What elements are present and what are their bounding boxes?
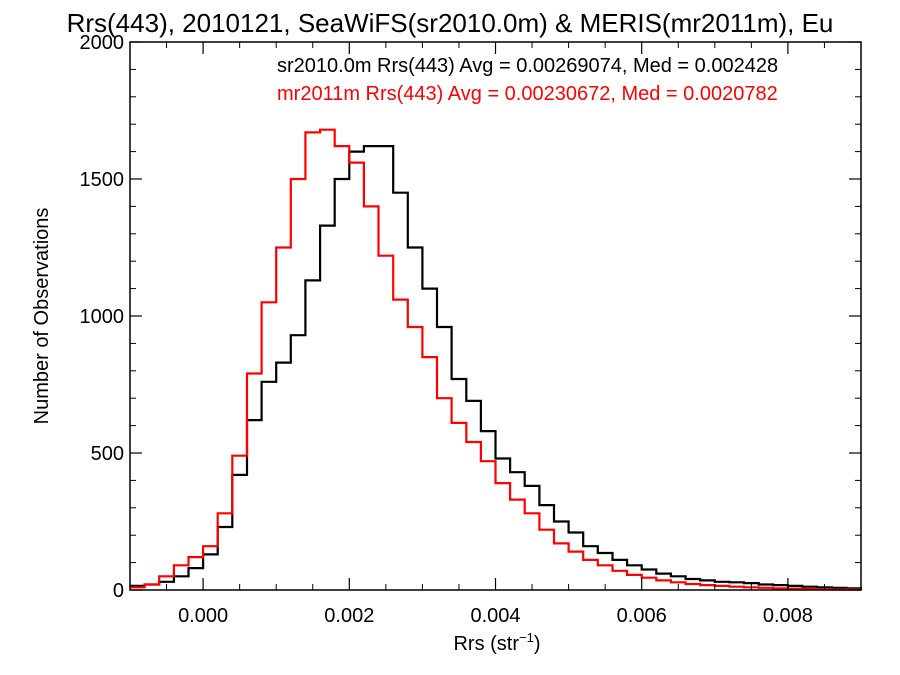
y-tick-label: 1000	[80, 306, 125, 328]
y-tick-label: 500	[91, 443, 124, 465]
x-axis-label: Rrs (str−1)	[453, 630, 540, 655]
x-tick-label: 0.008	[763, 605, 813, 627]
x-tick-label: 0.004	[470, 605, 520, 627]
x-axis-label-close: )	[534, 633, 541, 655]
legend-entry-black: sr2010.0m Rrs(443) Avg = 0.00269074, Med…	[277, 55, 778, 77]
y-axis-label: Number of Observations	[31, 208, 53, 425]
x-axis-label-main: Rrs (str	[453, 633, 519, 655]
y-tick-label: 0	[113, 580, 124, 602]
series-line-black	[130, 145, 863, 590]
x-tick-label: 0.006	[617, 605, 667, 627]
data-series-layer	[130, 128, 863, 591]
x-axis-label-superscript: −1	[519, 630, 534, 645]
series-line-red	[130, 128, 863, 591]
y-tick-label: 1500	[80, 169, 125, 191]
x-tick-label: 0.000	[178, 605, 228, 627]
legend-entry-red: mr2011m Rrs(443) Avg = 0.00230672, Med =…	[277, 83, 778, 105]
y-tick-label: 2000	[80, 32, 125, 54]
chart-title: Rrs(443), 2010121, SeaWiFS(sr2010.0m) & …	[67, 8, 834, 38]
plot-frame	[129, 41, 862, 591]
x-tick-label: 0.002	[324, 605, 374, 627]
axis-ticks: 0.000 0.002 0.004 0.006 0.008 0 500 1000 1500 200…	[80, 32, 862, 627]
